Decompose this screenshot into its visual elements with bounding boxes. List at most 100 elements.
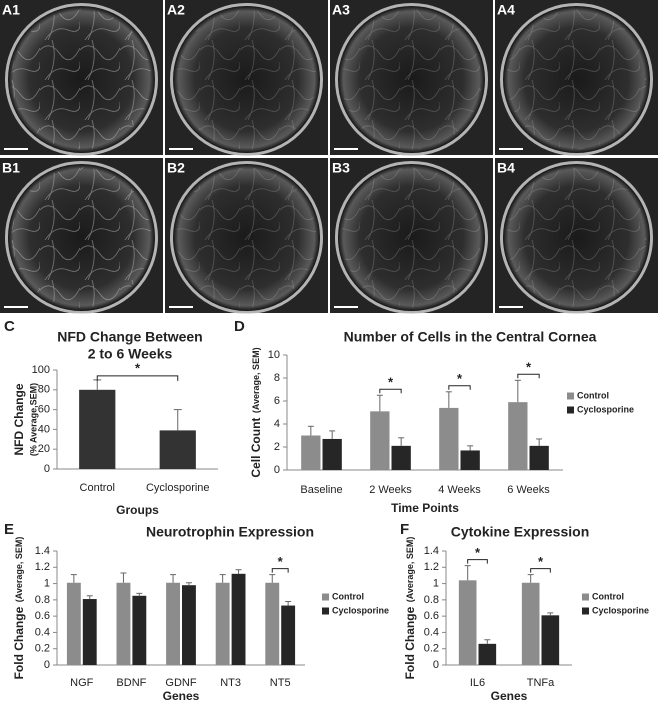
error-bar — [536, 438, 543, 446]
cornea-rim — [5, 161, 158, 314]
legend-label: Cyclosporine — [577, 404, 634, 414]
y-tick-label: 0.8 — [424, 594, 439, 606]
significance-bracket — [96, 375, 179, 381]
cornea-rim — [5, 3, 158, 156]
x-tick-label: Cyclosporine — [146, 482, 210, 494]
legend-swatch — [582, 607, 589, 615]
y-axis-title: Fold Change (Average, SEM) — [402, 537, 419, 680]
bar — [116, 582, 131, 665]
legend-swatch — [567, 406, 574, 414]
panel-label: D — [234, 318, 245, 335]
error-bar — [86, 595, 93, 600]
bar — [215, 582, 230, 665]
x-tick-label: GDNF — [165, 677, 196, 689]
y-axis-note: (Average, SEM) — [405, 537, 415, 603]
error-bar — [484, 639, 491, 644]
y-tick-label: 40 — [38, 423, 50, 435]
y-tick-label: 0.4 — [424, 626, 439, 638]
error-bar — [285, 600, 292, 606]
chart-title: Neurotrophin Expression — [146, 524, 314, 540]
panel-label: B4 — [497, 160, 515, 176]
nerve-plexus — [506, 9, 647, 150]
nerve-plexus — [11, 167, 152, 308]
error-bar — [185, 582, 192, 586]
legend-label: Control — [592, 591, 624, 601]
significance-label: * — [135, 360, 141, 375]
significance-bracket — [530, 568, 551, 573]
error-bar — [173, 409, 182, 431]
x-tick-label: BDNF — [116, 677, 146, 689]
significance-bracket — [271, 568, 289, 573]
y-tick-label: 0 — [433, 659, 439, 671]
x-tick-label: Control — [80, 482, 115, 494]
significance-label: * — [538, 554, 544, 569]
nerve-plexus — [341, 9, 482, 150]
bar — [132, 595, 147, 665]
panel-label: B2 — [167, 160, 185, 176]
bar — [370, 411, 390, 470]
y-tick-label: 0 — [44, 659, 50, 671]
x-axis-title: Time Points — [391, 501, 459, 515]
x-tick-label: 2 Weeks — [369, 484, 412, 496]
panel-label: B3 — [332, 160, 350, 176]
error-bar — [93, 379, 102, 390]
cornea-rim — [170, 3, 323, 156]
y-tick-label: 1.2 — [424, 561, 439, 573]
nerve-plexus — [341, 167, 482, 308]
y-tick-label: 0.6 — [35, 610, 50, 622]
bar — [391, 445, 411, 470]
x-tick-label: NGF — [70, 677, 94, 689]
y-tick-label: 0 — [44, 463, 50, 475]
significance-bracket — [379, 388, 402, 394]
significance-label: * — [278, 554, 284, 569]
y-axis-title: Cell Count (Average, SEM) — [248, 347, 265, 477]
y-tick-label: 6 — [274, 395, 280, 407]
micrograph-panel: A2 — [165, 0, 328, 156]
nerve-plexus — [11, 9, 152, 150]
x-tick-label: 6 Weeks — [507, 484, 550, 496]
bar — [460, 450, 480, 470]
y-axis-title-main: Fold Change — [12, 606, 26, 679]
bar — [478, 643, 497, 665]
error-bar — [136, 592, 143, 596]
cornea-rim — [500, 3, 653, 156]
y-tick-label: 0.2 — [35, 643, 50, 655]
legend-swatch — [567, 392, 574, 400]
nerve-plexus — [176, 9, 317, 150]
error-bar — [235, 569, 242, 574]
y-tick-label: 0 — [274, 464, 280, 476]
bar — [439, 407, 459, 470]
y-axis-title: NFD Change — [12, 383, 26, 455]
bar — [521, 582, 540, 665]
significance-label: * — [526, 360, 532, 375]
x-axis-title: Groups — [116, 503, 159, 517]
y-tick-label: 60 — [38, 404, 50, 416]
bar — [322, 438, 342, 470]
y-tick-label: 0.4 — [35, 626, 50, 638]
error-bar — [307, 425, 314, 436]
x-tick-label: NT5 — [270, 677, 291, 689]
y-tick-label: 1.4 — [424, 545, 439, 557]
x-tick-label: NT3 — [220, 677, 241, 689]
micrograph-panel: B3 — [330, 158, 493, 314]
legend-swatch — [322, 607, 329, 615]
panel-label: A3 — [332, 2, 350, 18]
chart-title: Number of Cells in the Central Cornea — [344, 329, 597, 345]
micrograph-panel: B4 — [495, 158, 658, 314]
y-tick-label: 1.2 — [35, 561, 50, 573]
bar — [66, 582, 81, 665]
error-bar — [514, 379, 521, 403]
bar — [529, 445, 549, 470]
legend-label: Control — [577, 390, 609, 400]
error-bar — [445, 391, 452, 408]
y-tick-label: 1.4 — [35, 545, 50, 557]
cornea-rim — [335, 161, 488, 314]
cornea-rim — [335, 3, 488, 156]
y-axis-title: Fold Change (Average, SEM) — [11, 537, 28, 680]
error-bar — [219, 574, 226, 583]
chart-title: 2 to 6 Weeks — [88, 346, 173, 362]
micrograph-panel: B2 — [165, 158, 328, 314]
y-tick-label: 20 — [38, 443, 50, 455]
bar — [159, 430, 196, 469]
